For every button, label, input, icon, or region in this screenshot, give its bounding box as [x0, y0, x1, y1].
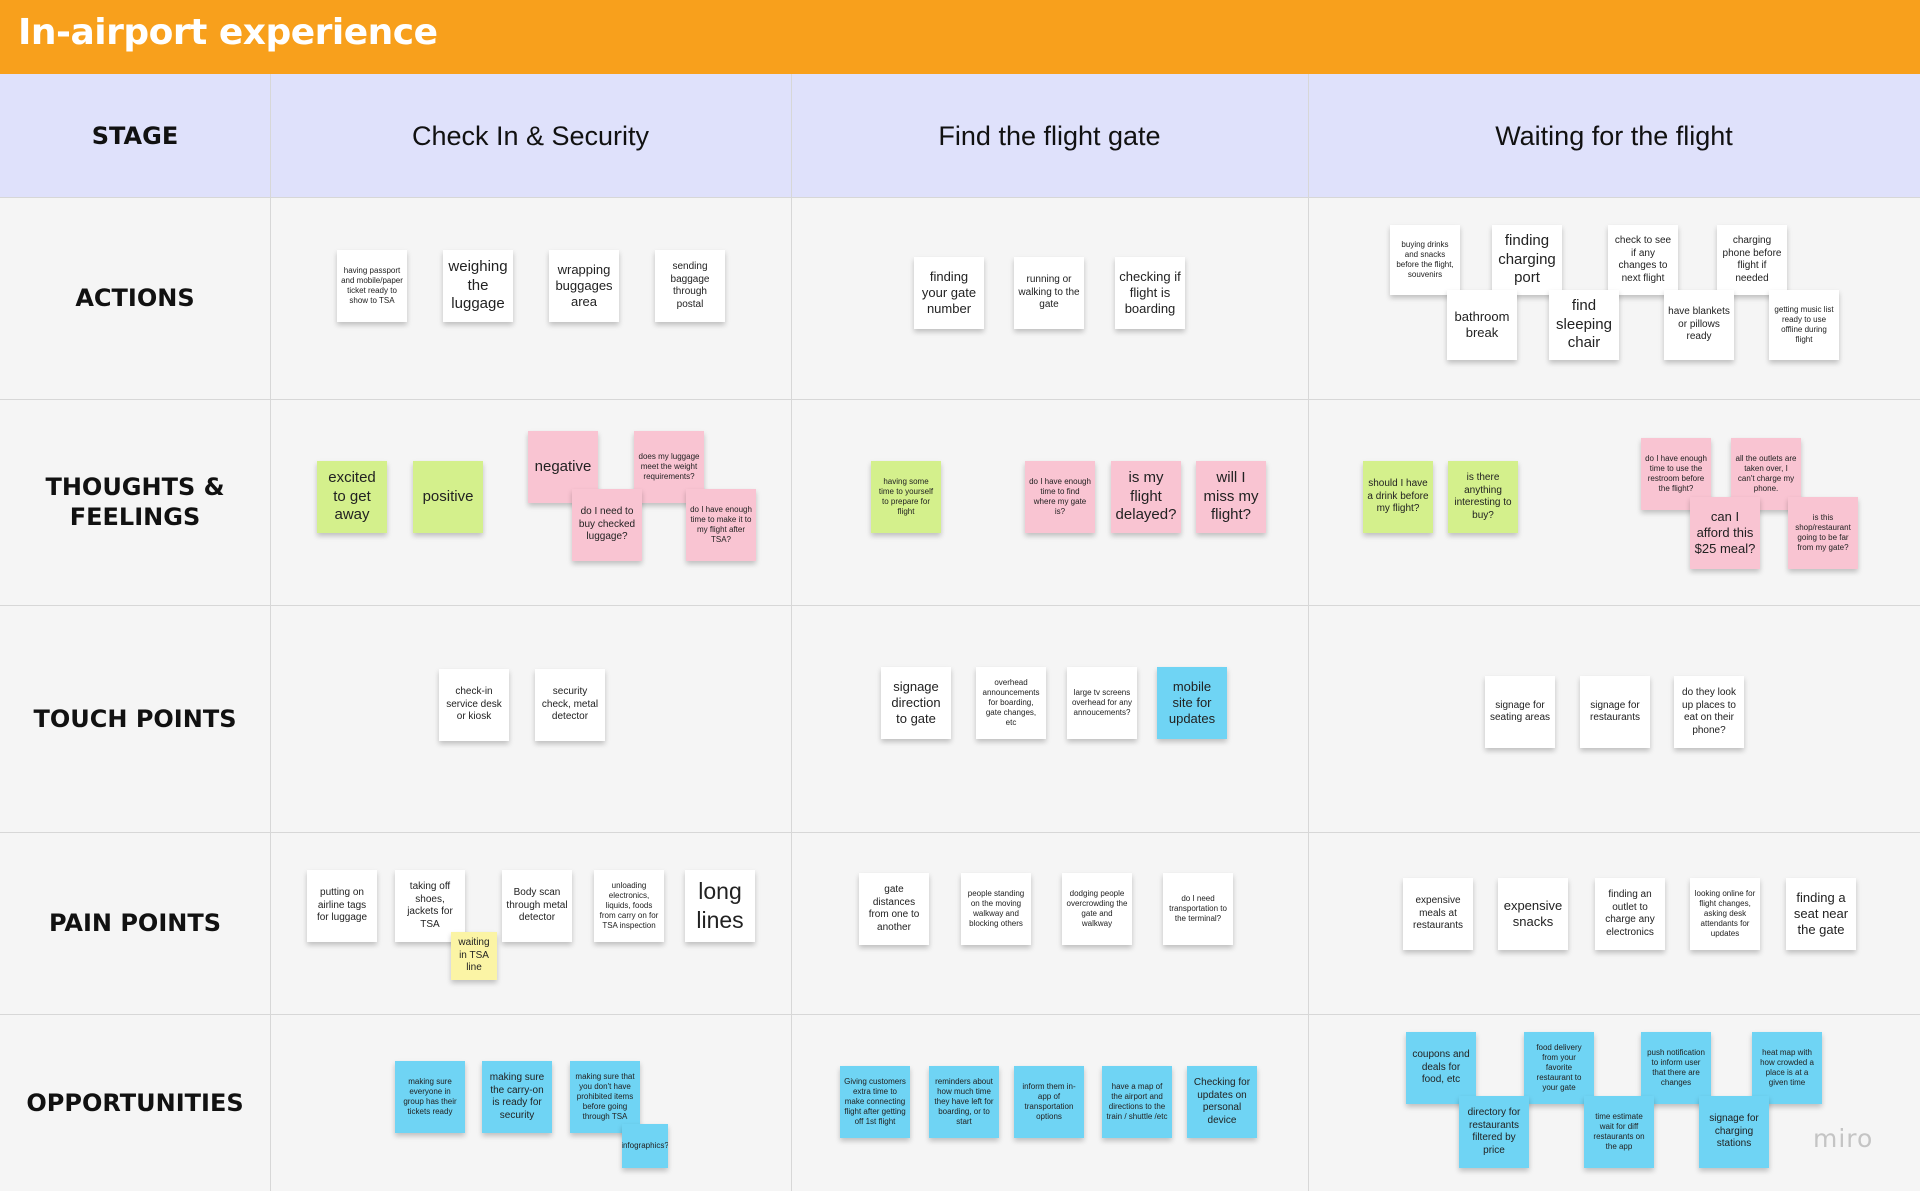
sticky-note[interactable]: reminders about how much time they have …: [929, 1066, 999, 1138]
sticky-note[interactable]: running or walking to the gate: [1014, 257, 1084, 329]
sticky-note[interactable]: expensive meals at restaurants: [1403, 878, 1473, 950]
sticky-note[interactable]: mobile site for updates: [1157, 667, 1227, 739]
board-title: In-airport experience: [18, 12, 438, 53]
row-divider: [0, 832, 1920, 833]
sticky-note[interactable]: can I afford this $25 meal?: [1690, 497, 1760, 569]
sticky-note[interactable]: finding an outlet to charge any electron…: [1595, 878, 1665, 950]
sticky-note[interactable]: coupons and deals for food, etc: [1406, 1032, 1476, 1104]
sticky-note[interactable]: wrapping buggages area: [549, 250, 619, 322]
sticky-note[interactable]: have blankets or pillows ready: [1664, 290, 1734, 360]
sticky-note[interactable]: do I have enough time to make it to my f…: [686, 489, 756, 561]
sticky-note[interactable]: heat map with how crowded a place is at …: [1752, 1032, 1822, 1104]
sticky-note[interactable]: buying drinks and snacks before the flig…: [1390, 225, 1460, 295]
sticky-note[interactable]: checking if flight is boarding: [1115, 257, 1185, 329]
sticky-note[interactable]: will I miss my flight?: [1196, 461, 1266, 533]
sticky-note[interactable]: people standing on the moving walkway an…: [961, 873, 1031, 945]
sticky-note[interactable]: is my flight delayed?: [1111, 461, 1181, 533]
row-divider: [0, 197, 1920, 198]
sticky-note[interactable]: find sleeping chair: [1549, 290, 1619, 360]
sticky-note[interactable]: finding charging port: [1492, 225, 1562, 295]
sticky-note[interactable]: having some time to yourself to prepare …: [871, 461, 941, 533]
sticky-note[interactable]: weighing the luggage: [443, 250, 513, 322]
sticky-note[interactable]: check-in service desk or kiosk: [439, 669, 509, 741]
sticky-note[interactable]: having passport and mobile/paper ticket …: [337, 250, 407, 322]
sticky-note[interactable]: making sure that you don't have prohibit…: [570, 1061, 640, 1133]
sticky-note[interactable]: directory for restaurants filtered by pr…: [1459, 1096, 1529, 1168]
sticky-note[interactable]: excited to get away: [317, 461, 387, 533]
sticky-note[interactable]: check to see if any changes to next flig…: [1608, 225, 1678, 295]
sticky-note[interactable]: making sure the carry-on is ready for se…: [482, 1061, 552, 1133]
sticky-note[interactable]: inform them in-app of transportation opt…: [1014, 1066, 1084, 1138]
sticky-note[interactable]: Checking for updates on personal device: [1187, 1066, 1257, 1138]
sticky-note[interactable]: unloading electronics, liquids, foods fr…: [594, 870, 664, 942]
sticky-note[interactable]: security check, metal detector: [535, 669, 605, 741]
row-label-actions: ACTIONS: [75, 284, 195, 312]
sticky-note[interactable]: looking online for flight changes, askin…: [1690, 878, 1760, 950]
sticky-note[interactable]: push notification to inform user that th…: [1641, 1032, 1711, 1104]
stage-find-flight-gate: Find the flight gate: [938, 120, 1161, 151]
sticky-note[interactable]: Giving customers extra time to make conn…: [840, 1066, 910, 1138]
row-divider: [0, 399, 1920, 400]
sticky-note[interactable]: Body scan through metal detector: [502, 870, 572, 942]
sticky-note[interactable]: positive: [413, 461, 483, 533]
miro-watermark: miro: [1813, 1124, 1874, 1153]
row-label-thoughts-feelings: THOUGHTS & FEELINGS: [45, 473, 225, 531]
column-divider: [270, 74, 271, 1191]
row-label-pain-points: PAIN POINTS: [49, 909, 221, 937]
sticky-note[interactable]: do I have enough time to find where my g…: [1025, 461, 1095, 533]
sticky-note[interactable]: taking off shoes, jackets for TSA: [395, 870, 465, 942]
sticky-note[interactable]: signage for restaurants: [1580, 676, 1650, 748]
row-label-touch-points: TOUCH POINTS: [33, 704, 237, 733]
row-divider: [0, 1014, 1920, 1015]
stage-waiting-for-flight: Waiting for the flight: [1495, 120, 1733, 151]
sticky-note[interactable]: getting music list ready to use offline …: [1769, 290, 1839, 360]
sticky-note[interactable]: should I have a drink before my flight?: [1363, 461, 1433, 533]
sticky-note[interactable]: infographics?: [622, 1124, 668, 1168]
sticky-note[interactable]: charging phone before flight if needed: [1717, 225, 1787, 295]
sticky-note[interactable]: is this shop/restaurant going to be far …: [1788, 497, 1858, 569]
column-divider: [1308, 74, 1309, 1191]
sticky-note[interactable]: large tv screens overhead for any annouc…: [1067, 667, 1137, 739]
stage-check-in-security: Check In & Security: [411, 120, 650, 151]
title-bar: In-airport experience: [0, 0, 1920, 74]
sticky-note[interactable]: signage for charging stations: [1699, 1096, 1769, 1168]
sticky-note[interactable]: do I need transportation to the terminal…: [1163, 873, 1233, 945]
stage-label: STAGE: [91, 121, 179, 150]
sticky-note[interactable]: food delivery from your favorite restaur…: [1524, 1032, 1594, 1104]
stage-header-row: [0, 74, 1920, 197]
sticky-note[interactable]: do they look up places to eat on their p…: [1674, 676, 1744, 748]
sticky-note[interactable]: signage direction to gate: [881, 667, 951, 739]
sticky-note[interactable]: dodging people overcrowding the gate and…: [1062, 873, 1132, 945]
row-label-opportunities: OPPORTUNITIES: [26, 1088, 244, 1117]
sticky-note[interactable]: putting on airline tags for luggage: [307, 870, 377, 942]
row-divider: [0, 605, 1920, 606]
sticky-note[interactable]: is there anything interesting to buy?: [1448, 461, 1518, 533]
sticky-note[interactable]: time estimate wait for diff restaurants …: [1584, 1096, 1654, 1168]
sticky-note[interactable]: making sure everyone in group has their …: [395, 1061, 465, 1133]
sticky-note[interactable]: have a map of the airport and directions…: [1102, 1066, 1172, 1138]
sticky-note[interactable]: overhead announcements for boarding, gat…: [976, 667, 1046, 739]
sticky-note[interactable]: gate distances from one to another: [859, 873, 929, 945]
sticky-note[interactable]: long lines: [685, 870, 755, 942]
sticky-note[interactable]: waiting in TSA line: [451, 932, 497, 980]
sticky-note[interactable]: finding your gate number: [914, 257, 984, 329]
sticky-note[interactable]: do I need to buy checked luggage?: [572, 489, 642, 561]
sticky-note[interactable]: finding a seat near the gate: [1786, 878, 1856, 950]
column-divider: [791, 74, 792, 1191]
sticky-note[interactable]: sending baggage through postal: [655, 250, 725, 322]
sticky-note[interactable]: signage for seating areas: [1485, 676, 1555, 748]
sticky-note[interactable]: expensive snacks: [1498, 878, 1568, 950]
sticky-note[interactable]: bathroom break: [1447, 290, 1517, 360]
